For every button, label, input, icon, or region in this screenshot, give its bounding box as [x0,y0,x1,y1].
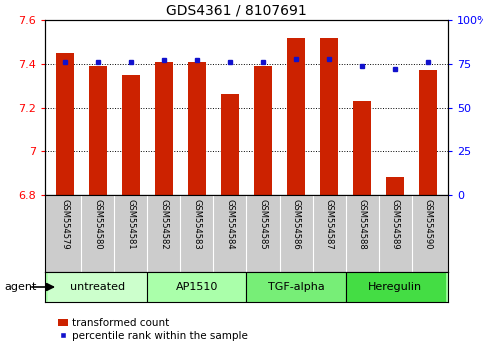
Bar [320,38,338,195]
Text: GSM554590: GSM554590 [424,199,433,249]
Bar [419,70,437,195]
Text: Heregulin: Heregulin [368,282,422,292]
Bar [353,101,371,195]
Bar [48,272,147,302]
Bar [287,38,305,195]
Bar [56,53,74,195]
Bar [147,272,246,302]
Bar [188,62,206,195]
Text: GSM554586: GSM554586 [292,199,300,250]
Text: GSM554585: GSM554585 [258,199,268,250]
Text: untreated: untreated [71,282,126,292]
Bar [254,66,272,195]
Text: TGF-alpha: TGF-alpha [268,282,325,292]
Text: GSM554589: GSM554589 [391,199,399,250]
Bar [122,75,140,195]
Text: GSM554582: GSM554582 [159,199,169,250]
Text: GDS4361 / 8107691: GDS4361 / 8107691 [167,4,307,18]
Bar [221,95,239,195]
Bar [346,272,445,302]
Text: GSM554584: GSM554584 [226,199,234,250]
Text: agent: agent [5,282,37,292]
Text: GSM554580: GSM554580 [93,199,102,250]
Bar [386,177,404,195]
Bar [89,66,107,195]
Bar [246,272,346,302]
Text: GSM554587: GSM554587 [325,199,334,250]
Bar [155,62,173,195]
Text: GSM554588: GSM554588 [357,199,367,250]
Legend: transformed count, percentile rank within the sample: transformed count, percentile rank withi… [54,314,252,345]
Text: GSM554579: GSM554579 [60,199,70,250]
Text: AP1510: AP1510 [176,282,218,292]
Text: GSM554583: GSM554583 [192,199,201,250]
Text: GSM554581: GSM554581 [127,199,135,250]
